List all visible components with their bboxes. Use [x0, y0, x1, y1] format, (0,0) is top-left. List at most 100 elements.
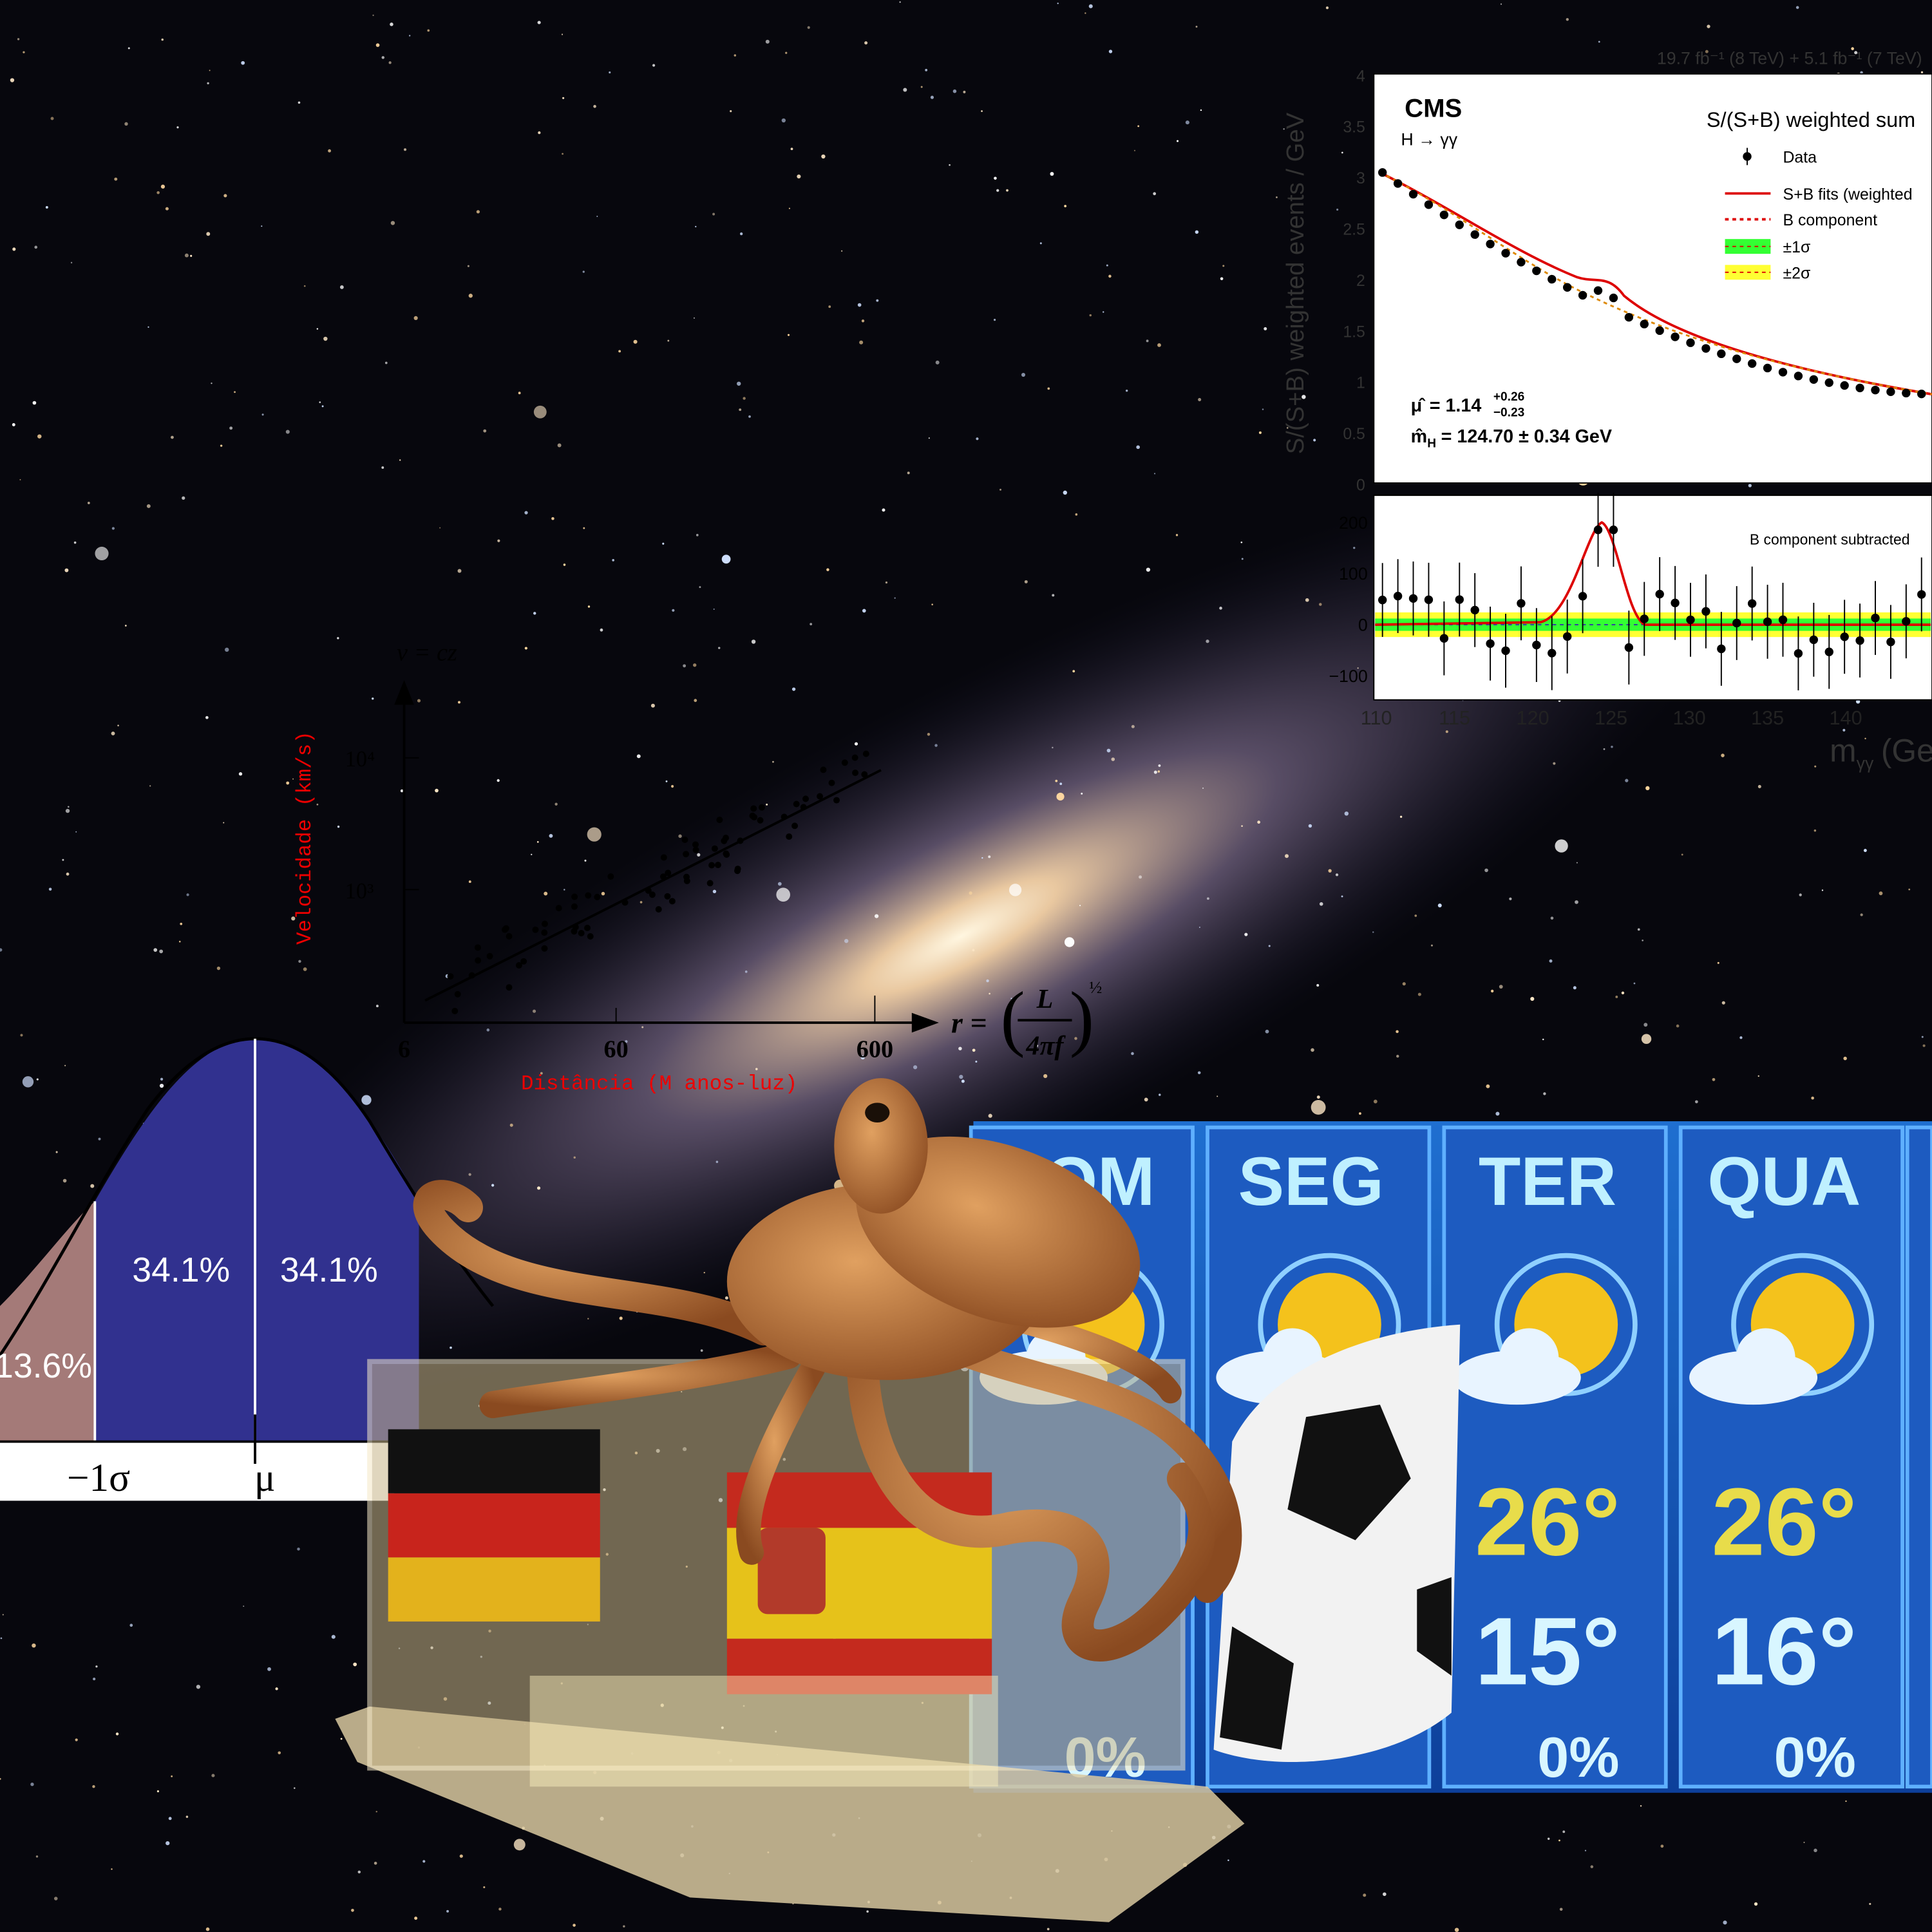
star [1681, 853, 1683, 856]
star [285, 430, 290, 434]
star [667, 339, 670, 342]
point [791, 822, 799, 829]
star [1157, 343, 1161, 347]
star [1308, 824, 1312, 828]
point [1655, 589, 1664, 599]
point [1486, 240, 1495, 249]
star [1146, 339, 1149, 343]
day-column [1442, 1125, 1668, 1789]
star [1633, 982, 1636, 985]
octopus-head [834, 1078, 928, 1214]
point [584, 924, 591, 931]
star [981, 857, 983, 859]
star [1396, 1030, 1399, 1034]
data-points [1378, 493, 1926, 691]
star [703, 1271, 705, 1274]
star [491, 1184, 495, 1187]
y-tick-label: 0.5 [1343, 425, 1365, 443]
star [316, 328, 319, 330]
star [766, 803, 768, 806]
star [540, 1072, 543, 1075]
cms-plot: 19.7 fb⁻¹ (8 TeV) + 5.1 fb⁻¹ (7 TeV) 4 3.… [1282, 48, 1932, 773]
point [828, 779, 835, 786]
star [1757, 1075, 1759, 1077]
star [331, 1634, 336, 1639]
star [1358, 1112, 1361, 1115]
star [1024, 580, 1028, 583]
y-tick-label: 100 [1339, 564, 1368, 583]
star [114, 177, 118, 181]
star [1125, 389, 1128, 392]
point [1763, 363, 1772, 373]
star [1621, 991, 1625, 995]
x-tick-label: 60 [604, 1036, 629, 1063]
star [1603, 748, 1605, 750]
star [1799, 893, 1802, 896]
star [1227, 1859, 1229, 1861]
star [694, 317, 695, 319]
star [969, 891, 972, 895]
signal-strength: μ̂ = 1.14 [1411, 395, 1482, 416]
star [1754, 1902, 1758, 1906]
point [681, 837, 688, 843]
star [67, 806, 70, 808]
x-label: mγγ (GeV) [1830, 732, 1932, 772]
star [807, 26, 810, 29]
star [467, 265, 469, 267]
star [1530, 996, 1535, 1001]
star [994, 176, 997, 180]
plot-title: S/(S+B) weighted sum [1707, 108, 1915, 131]
star [561, 33, 564, 35]
background-curve [1379, 171, 1932, 395]
star [1414, 914, 1417, 917]
star [457, 701, 460, 704]
star [497, 779, 500, 782]
point [723, 851, 730, 858]
star [1854, 51, 1858, 55]
point [571, 903, 578, 910]
point [862, 750, 869, 757]
star [1220, 277, 1224, 281]
star [712, 889, 717, 893]
point [758, 804, 765, 811]
star [694, 699, 697, 703]
point [1624, 643, 1634, 652]
star [414, 1917, 418, 1920]
star [1863, 849, 1867, 853]
octopus-mantle [856, 1136, 1141, 1328]
point [820, 766, 827, 773]
star [1417, 992, 1421, 996]
star [536, 1186, 541, 1190]
star [1341, 895, 1343, 898]
star [30, 1783, 34, 1786]
star [1131, 1052, 1134, 1056]
star [1814, 1848, 1817, 1853]
point [1439, 634, 1449, 643]
star [551, 517, 554, 520]
star [1311, 1048, 1314, 1052]
star [1195, 230, 1199, 234]
star [298, 960, 301, 963]
star [23, 51, 25, 53]
star [294, 1787, 296, 1789]
star [1490, 989, 1494, 993]
star [1795, 6, 1799, 9]
axis-label: −1σ [67, 1456, 130, 1500]
star [1437, 903, 1442, 907]
star [699, 586, 701, 589]
y-label: S/(S+B) weighted events / GeV [1282, 112, 1309, 454]
star [903, 88, 907, 92]
star [1081, 792, 1083, 795]
star [700, 1349, 703, 1352]
star [1803, 1841, 1805, 1843]
point [683, 877, 690, 884]
star [45, 205, 48, 209]
star [781, 118, 786, 123]
point [1917, 590, 1926, 599]
star [532, 1009, 536, 1013]
star [894, 597, 896, 599]
star [1198, 926, 1200, 928]
star [1175, 534, 1179, 536]
point [692, 841, 699, 848]
